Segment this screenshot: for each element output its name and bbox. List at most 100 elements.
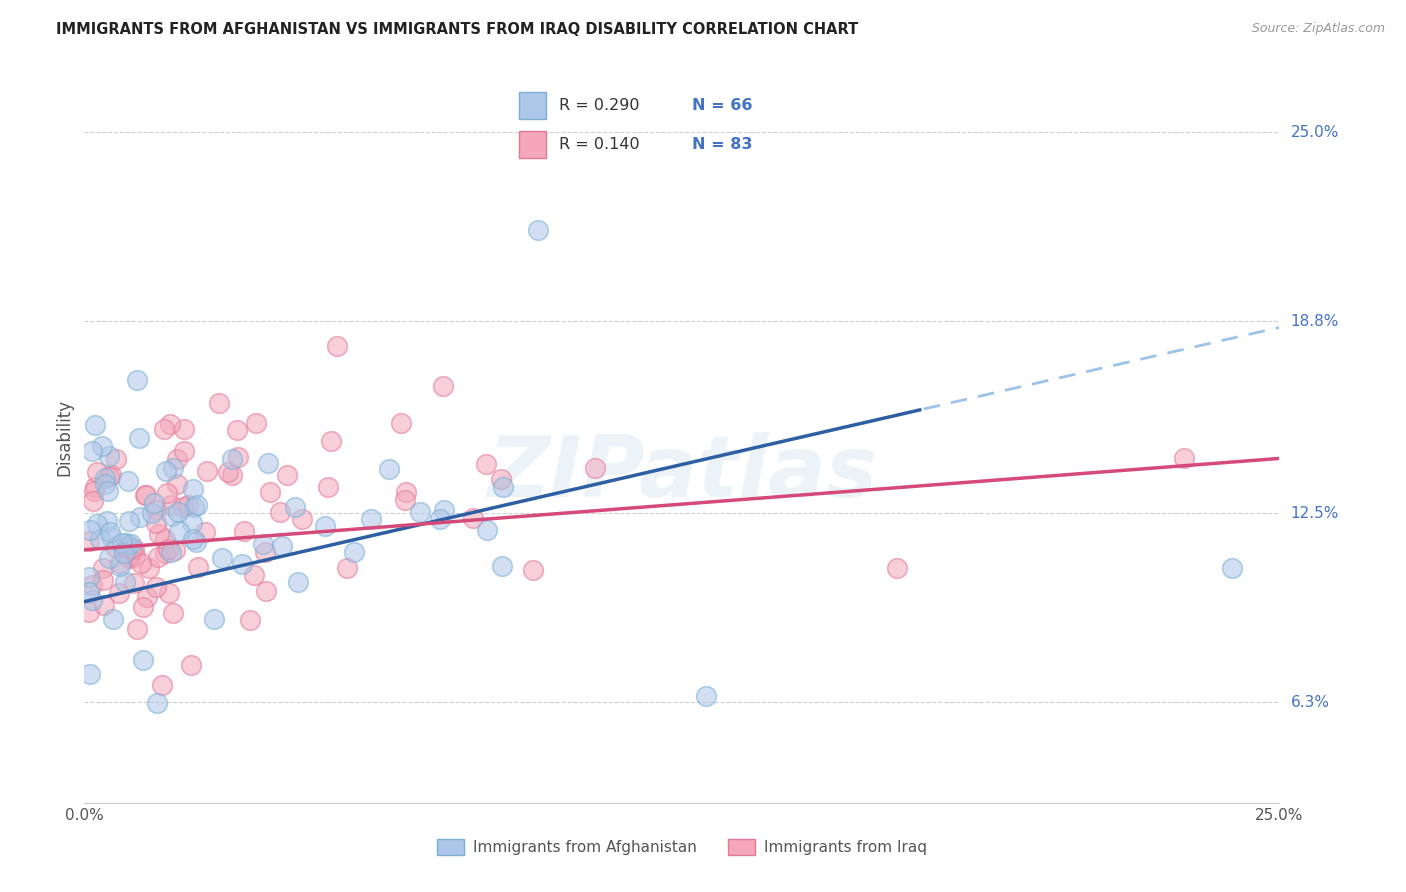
- Point: [287, 574, 309, 589]
- Point: [221, 468, 243, 483]
- Point: [141, 506, 163, 520]
- Point: [117, 475, 139, 489]
- Point: [183, 500, 205, 515]
- Point: [429, 512, 451, 526]
- Point: [162, 606, 184, 620]
- Point: [93, 477, 115, 491]
- Point: [193, 524, 215, 539]
- Point: [100, 467, 122, 482]
- Point: [97, 470, 120, 484]
- Point: [97, 450, 120, 464]
- Point: [91, 573, 114, 587]
- Point: [326, 338, 349, 352]
- Point: [77, 534, 100, 549]
- Point: [316, 480, 339, 494]
- Point: [180, 658, 202, 673]
- Point: [173, 444, 195, 458]
- Bar: [519, 92, 547, 119]
- Point: [391, 416, 413, 430]
- Point: [146, 696, 169, 710]
- Point: [886, 561, 908, 575]
- Point: [314, 518, 336, 533]
- Text: N = 83: N = 83: [692, 137, 752, 152]
- Point: [145, 516, 167, 530]
- Point: [84, 417, 107, 432]
- Point: [187, 560, 209, 574]
- Point: [186, 535, 208, 549]
- Point: [93, 471, 115, 485]
- Point: [120, 537, 142, 551]
- Point: [239, 613, 262, 627]
- Point: [491, 559, 513, 574]
- Point: [433, 503, 456, 517]
- Point: [695, 689, 717, 703]
- Point: [129, 556, 152, 570]
- Text: Source: ZipAtlas.com: Source: ZipAtlas.com: [1251, 22, 1385, 36]
- Point: [82, 493, 104, 508]
- Point: [208, 396, 231, 410]
- Point: [254, 545, 277, 559]
- Point: [80, 593, 103, 607]
- Point: [276, 468, 298, 483]
- Point: [135, 591, 157, 605]
- Point: [105, 452, 128, 467]
- Point: [84, 480, 107, 494]
- Point: [583, 461, 606, 475]
- Point: [146, 550, 169, 565]
- Point: [474, 457, 496, 471]
- Text: IMMIGRANTS FROM AFGHANISTAN VS IMMIGRANTS FROM IRAQ DISABILITY CORRELATION CHART: IMMIGRANTS FROM AFGHANISTAN VS IMMIGRANT…: [56, 22, 859, 37]
- Text: R = 0.290: R = 0.290: [558, 98, 640, 112]
- Point: [408, 504, 430, 518]
- Point: [177, 499, 200, 513]
- Point: [118, 514, 141, 528]
- Point: [145, 581, 167, 595]
- Point: [186, 498, 208, 512]
- Point: [291, 512, 314, 526]
- Point: [432, 378, 454, 392]
- Point: [217, 465, 239, 479]
- Point: [132, 653, 155, 667]
- Point: [156, 486, 179, 500]
- Point: [1173, 451, 1195, 466]
- Point: [245, 416, 267, 430]
- Point: [153, 546, 176, 560]
- Point: [173, 422, 195, 436]
- Point: [226, 450, 249, 464]
- Point: [125, 622, 148, 636]
- Point: [221, 452, 243, 467]
- Point: [128, 431, 150, 445]
- Point: [243, 568, 266, 582]
- Point: [127, 373, 149, 387]
- Point: [163, 542, 186, 557]
- Point: [89, 532, 111, 546]
- Point: [319, 434, 342, 449]
- Point: [93, 560, 115, 574]
- Point: [252, 536, 274, 550]
- Point: [138, 561, 160, 575]
- Point: [211, 550, 233, 565]
- Point: [489, 472, 512, 486]
- Point: [145, 503, 167, 517]
- Point: [112, 546, 135, 560]
- Point: [83, 484, 105, 499]
- Point: [159, 417, 181, 431]
- Point: [157, 586, 180, 600]
- Point: [122, 575, 145, 590]
- Point: [257, 456, 280, 470]
- Text: ZIPatlas: ZIPatlas: [486, 432, 877, 516]
- Bar: [519, 131, 547, 158]
- Point: [342, 545, 364, 559]
- Point: [172, 500, 194, 514]
- Point: [269, 504, 291, 518]
- Point: [115, 541, 138, 556]
- Point: [100, 530, 122, 544]
- Point: [79, 667, 101, 681]
- Text: 6.3%: 6.3%: [1291, 695, 1330, 710]
- Legend: Immigrants from Afghanistan, Immigrants from Iraq: Immigrants from Afghanistan, Immigrants …: [430, 833, 934, 861]
- Point: [122, 541, 145, 556]
- Point: [117, 538, 139, 552]
- Point: [336, 561, 359, 575]
- Point: [121, 541, 143, 555]
- Point: [195, 464, 218, 478]
- Text: 25.0%: 25.0%: [1291, 125, 1339, 140]
